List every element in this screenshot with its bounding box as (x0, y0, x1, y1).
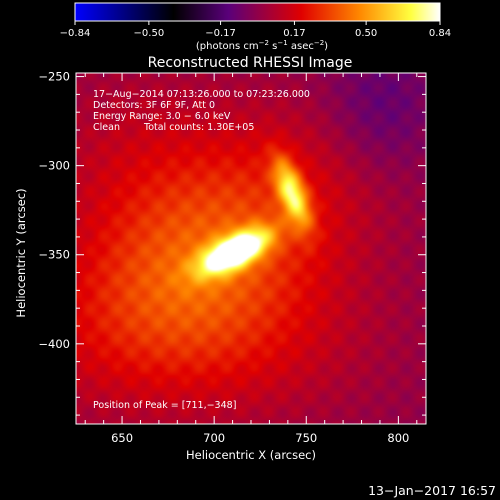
y-axis-label: Heliocentric Y (arcsec) (14, 188, 28, 317)
y-tick-label: −300 (38, 159, 70, 173)
colorbar-tick-label: 0.84 (429, 28, 451, 39)
y-tick-label: −350 (38, 248, 70, 262)
heatmap-image (76, 73, 426, 424)
x-tick-label: 800 (387, 431, 409, 445)
x-tick-label: 750 (295, 431, 317, 445)
x-tick-label: 700 (203, 431, 225, 445)
footer-timestamp: 13−Jan−2017 16:57 (368, 483, 496, 498)
annotation-peak-position: Position of Peak = [711,−348] (93, 400, 236, 411)
x-tick-label: 650 (111, 431, 133, 445)
chart-title: Reconstructed RHESSI Image (148, 55, 353, 71)
colorbar-tick-label: 0.50 (355, 28, 377, 39)
colorbar (74, 2, 441, 22)
y-tick-label: −250 (38, 70, 70, 84)
annotation-time-range: 17−Aug−2014 07:13:26.000 to 07:23:26.000 (93, 89, 310, 100)
colorbar-tick-label: −0.17 (205, 28, 236, 39)
annotation-energy-range: Energy Range: 3.0 − 6.0 keV (93, 111, 231, 122)
annotation-method: Clean (93, 122, 120, 133)
colorbar-units: (photons cm−2 s−1 asec−2) (196, 39, 328, 52)
colorbar-ticks: −0.84 −0.50 −0.17 0.17 0.50 0.84 (60, 21, 451, 39)
annotation-detectors: Detectors: 3F 6F 9F, Att 0 (93, 100, 215, 111)
colorbar-tick-label: −0.50 (134, 28, 165, 39)
x-axis-label: Heliocentric X (arcsec) (186, 448, 316, 462)
colorbar-tick-label: −0.84 (60, 28, 91, 39)
y-tick-label: −400 (38, 337, 70, 351)
annotation-total-counts: Total counts: 1.30E+05 (143, 122, 254, 133)
axis-ticks: 650 700 750 800 −250 −300 −350 −400 (38, 70, 426, 445)
colorbar-tick-label: 0.17 (283, 28, 305, 39)
